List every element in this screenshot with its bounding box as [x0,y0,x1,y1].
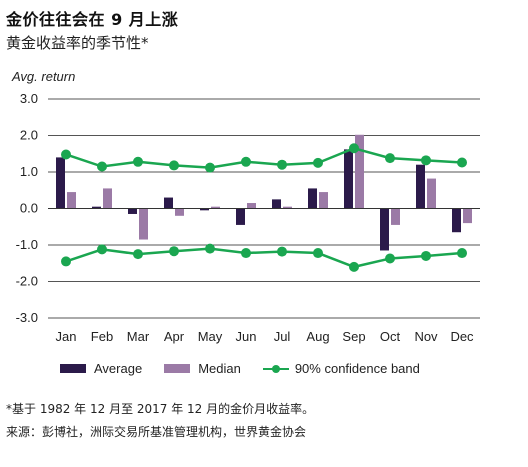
bar-median [463,208,472,224]
legend-label-band: 90% confidence band [294,361,420,376]
bar-median [211,206,220,209]
bar-median [355,134,364,209]
footnote: *基于 1982 年 12 月至 2017 年 12 月的金价月收益率。 [6,402,315,416]
bar-average [56,157,65,209]
legend-label-median: Median [198,361,241,376]
band-point-upper [421,155,431,166]
bar-average [128,208,137,214]
bar-median [283,206,292,209]
y-tick-label: 2.0 [20,128,38,143]
y-tick-label: 1.0 [20,164,38,179]
band-point-upper [277,159,287,170]
band-point-lower [421,250,431,261]
y-axis-label: Avg. return [12,69,76,84]
source-note: 来源：彭博社，洲际交易所基准管理机构，世界黄金协会 [6,425,307,439]
band-point-lower [385,253,395,264]
band-point-upper [313,157,323,168]
band-point-lower [241,248,251,259]
band-line-lower [65,247,463,269]
legend-item-median: Median [164,361,241,376]
band-point-upper [61,149,71,160]
chart-title: 金价往往会在 9 月上涨 [6,10,179,29]
band-point-upper [133,156,143,167]
x-tick-label: Nov [414,329,438,344]
bar-median [247,203,256,209]
bar-average [236,208,245,225]
band-point-upper [457,157,467,168]
band-point-lower [133,249,143,260]
band-point-lower [97,244,107,255]
band-point-upper [241,156,251,167]
median-swatch [164,364,191,373]
x-tick-label: Dec [450,329,474,344]
x-tick-label: Jun [236,329,257,344]
band-point-lower [205,243,215,254]
chart-legend: Average Median 90% confidence band [60,361,442,376]
band-point-lower [169,246,179,257]
legend-item-band: 90% confidence band [262,361,420,376]
band-point-lower [61,256,71,267]
bar-average [452,208,461,233]
y-tick-label: -2.0 [16,274,38,289]
bar-median [319,192,328,209]
bar-median [139,208,148,240]
band-point-lower [457,248,467,259]
x-tick-label: Apr [164,329,185,344]
bar-average [92,206,101,209]
y-tick-label: -3.0 [16,310,38,325]
band-point-lower [349,261,359,272]
bar-median [67,192,76,209]
band-point-upper [349,143,359,154]
legend-label-average: Average [94,361,143,376]
band-point-upper [205,162,215,173]
y-tick-label: -1.0 [16,237,38,252]
y-tick-label: 3.0 [20,91,38,106]
band-point-upper [97,161,107,172]
bar-average [380,208,389,251]
seasonality-chart: 3.0 2.0 1.0 0.0 -1.0 -2.0 -3.0 Jan Feb Mar Apr May J… [16,91,480,344]
band-swatch [262,364,289,374]
x-tick-label: Oct [380,329,401,344]
y-tick-label: 0.0 [20,201,38,216]
bar-median [103,188,112,209]
band-point-lower [277,246,287,257]
band-point-lower [313,248,323,259]
x-tick-label: May [198,329,223,344]
bar-average [272,199,281,209]
x-tick-label: Sep [342,329,365,344]
x-tick-label: Feb [91,329,113,344]
average-swatch [60,364,86,373]
bar-median [175,208,184,216]
bar-average [164,197,173,209]
chart-subtitle: 黄金收益率的季节性* [6,34,149,52]
bar-average [416,164,425,209]
bar-average [308,188,317,209]
x-tick-label: Aug [306,329,329,344]
x-tick-label: Mar [127,329,150,344]
band-point-upper [385,153,395,164]
bar-median [391,208,400,225]
band-point-upper [169,160,179,171]
legend-item-average: Average [60,361,142,376]
bar-average [200,208,209,211]
bar-median [427,178,436,209]
x-tick-label: Jan [56,329,77,344]
bar-average [344,149,353,209]
x-tick-label: Jul [274,329,291,344]
band-line-upper [65,146,463,169]
